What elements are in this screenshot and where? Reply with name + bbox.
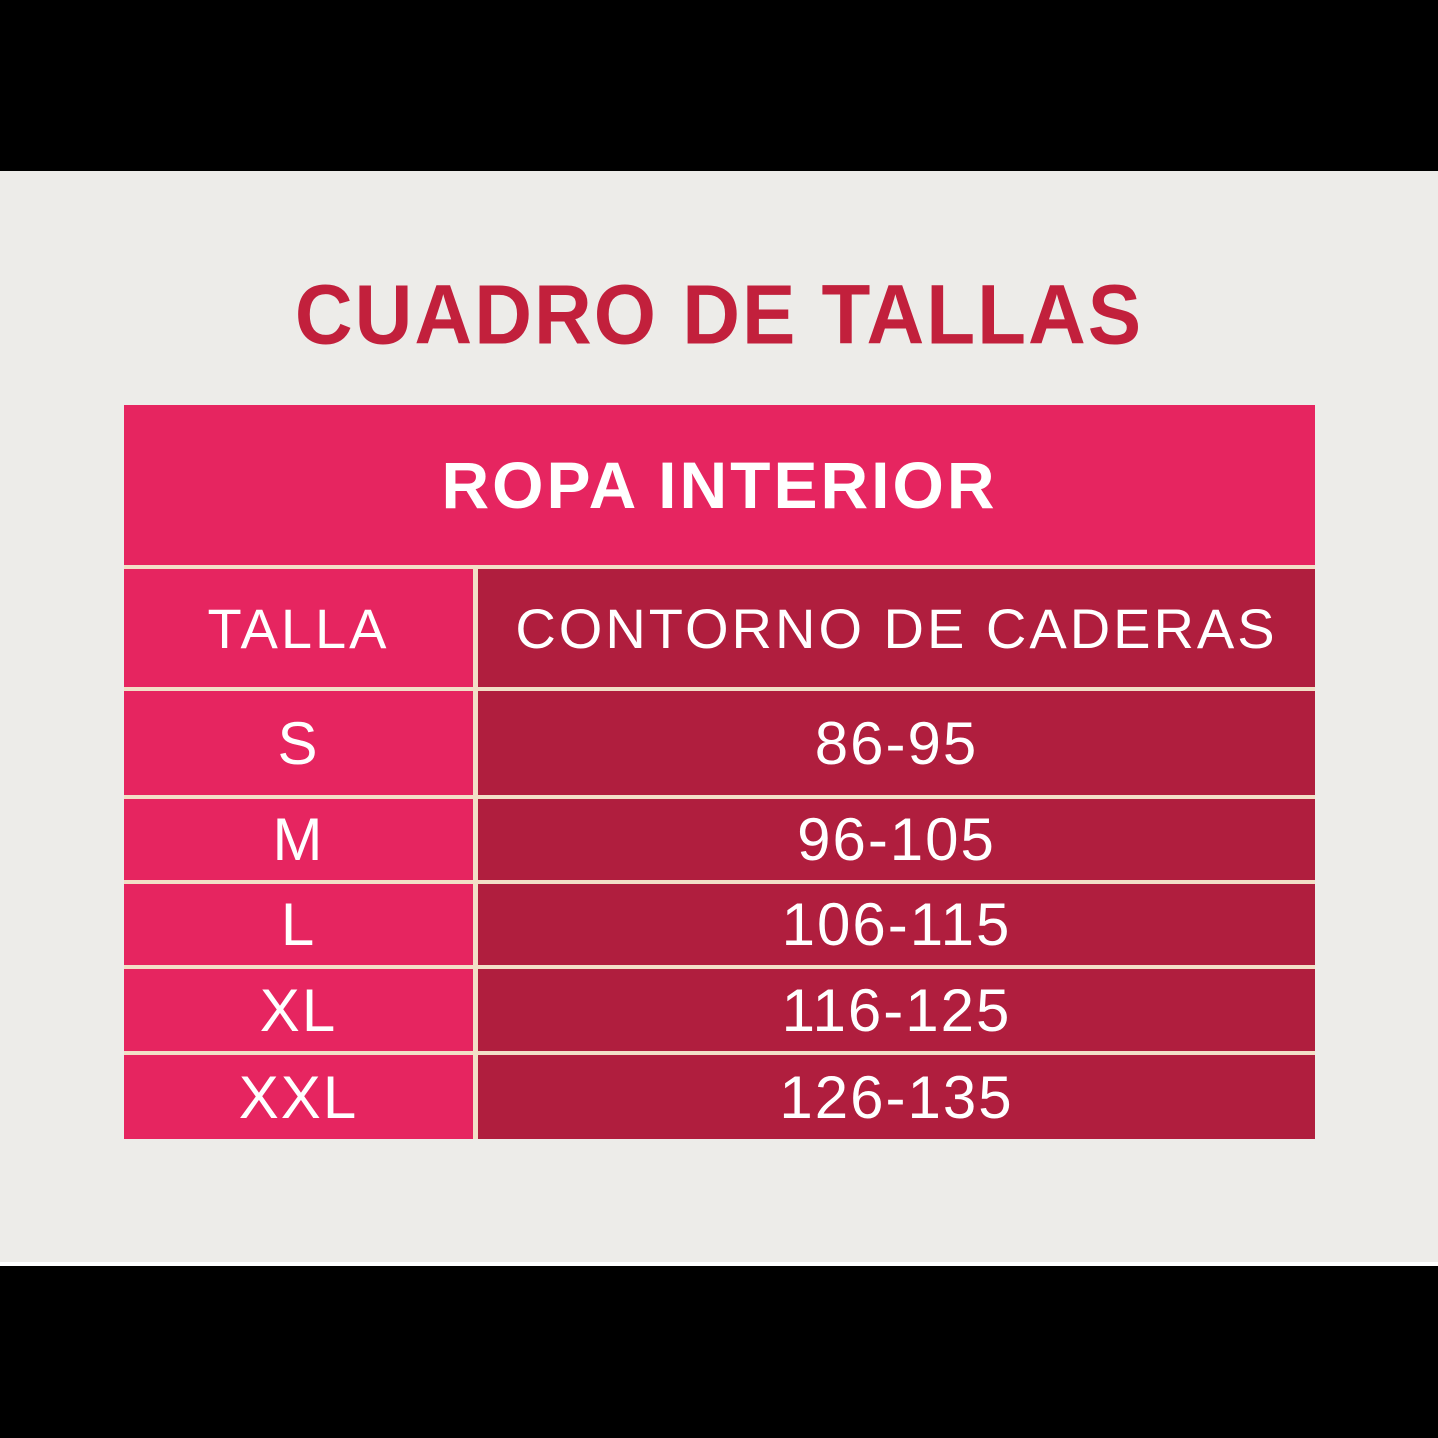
size-chart-canvas: CUADRO DE TALLAS ROPA INTERIOR TALLA CON… bbox=[0, 171, 1438, 1262]
column-header-contorno: CONTORNO DE CADERAS bbox=[478, 569, 1315, 687]
range-cell: 106-115 bbox=[478, 884, 1315, 965]
table-row-l: L 106-115 bbox=[124, 884, 1315, 965]
table-row-s: S 86-95 bbox=[124, 691, 1315, 795]
size-chart-table: ROPA INTERIOR TALLA CONTORNO DE CADERAS … bbox=[124, 405, 1315, 1139]
letterbox-top-bar bbox=[0, 0, 1438, 171]
letterbox-bottom-bar bbox=[0, 1266, 1438, 1438]
table-row-m: M 96-105 bbox=[124, 799, 1315, 880]
size-cell: XXL bbox=[124, 1055, 478, 1139]
table-row-xl: XL 116-125 bbox=[124, 969, 1315, 1051]
range-cell: 96-105 bbox=[478, 799, 1315, 880]
size-cell: S bbox=[124, 691, 478, 795]
size-cell: XL bbox=[124, 969, 478, 1051]
table-section-header-row: ROPA INTERIOR bbox=[124, 405, 1315, 565]
range-cell: 86-95 bbox=[478, 691, 1315, 795]
size-cell: M bbox=[124, 799, 478, 880]
table-column-header-row: TALLA CONTORNO DE CADERAS bbox=[124, 569, 1315, 687]
section-header-label: ROPA INTERIOR bbox=[441, 448, 998, 522]
table-row-xxl: XXL 126-135 bbox=[124, 1055, 1315, 1139]
range-cell: 126-135 bbox=[478, 1055, 1315, 1139]
range-cell: 116-125 bbox=[478, 969, 1315, 1051]
size-cell: L bbox=[124, 884, 478, 965]
page-title: CUADRO DE TALLAS bbox=[294, 267, 1144, 362]
column-header-talla: TALLA bbox=[124, 569, 478, 687]
bottom-white-divider bbox=[0, 1262, 1438, 1266]
